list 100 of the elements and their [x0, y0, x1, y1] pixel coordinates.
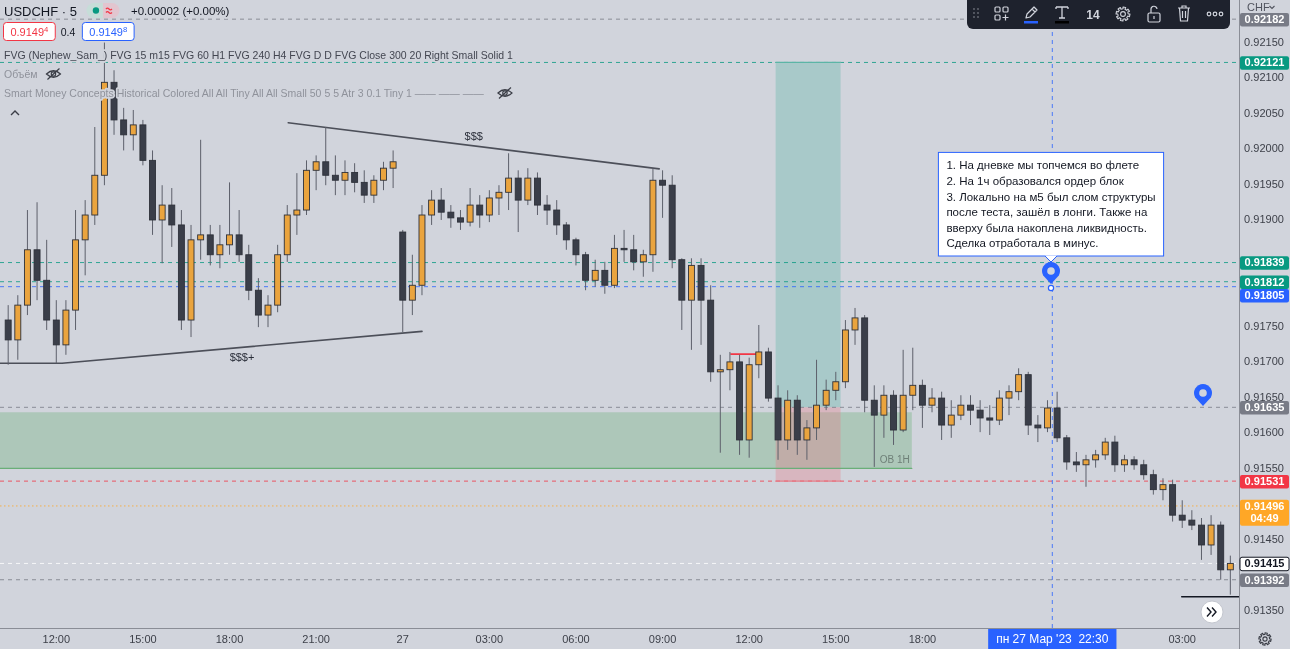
candlestick [995, 389, 1003, 426]
annotation: 0.9149$^{4}$ [10, 24, 50, 38]
x-tick-label: 21:00 [302, 633, 330, 645]
y-tick-label: 0.92000 [1244, 142, 1284, 155]
candlestick [947, 399, 955, 439]
candlestick [620, 229, 628, 263]
candlestick [235, 209, 243, 263]
y-tick-label: 0.91350 [1244, 603, 1284, 616]
font-size-field: 14 [1078, 0, 1108, 29]
x-tick-label: 12:00 [42, 633, 71, 645]
ref-line-label: 0.91839 [1244, 256, 1285, 269]
candlestick [601, 261, 609, 295]
candlestick [226, 181, 233, 256]
candlestick [957, 394, 965, 421]
candlestick [341, 159, 349, 196]
annotation: 14 [1086, 8, 1100, 22]
annotation: 0.4 [60, 25, 76, 38]
y-tick-label: 0.91700 [1244, 355, 1284, 368]
candlestick [1198, 517, 1205, 561]
candlestick [437, 187, 445, 221]
candlestick [206, 224, 214, 266]
candlestick [813, 359, 820, 441]
candlestick [1111, 435, 1119, 473]
candlestick [822, 379, 830, 411]
ref-line-label: 0.91635 [1244, 401, 1285, 414]
candlestick [976, 399, 984, 433]
candlestick [457, 209, 464, 231]
candlestick [870, 384, 878, 468]
ref-line-label: 0.92182 [1244, 12, 1285, 25]
annotation: +0.00002 (+0.00%) [130, 5, 230, 17]
candlestick [1159, 477, 1167, 501]
y-tick-label: 0.91900 [1244, 213, 1284, 226]
candlestick [168, 187, 176, 248]
y-tick-label: 0.91550 [1244, 461, 1284, 474]
candlestick [1140, 459, 1148, 481]
annotation: OB 1H [879, 454, 910, 466]
candlestick [572, 237, 580, 266]
x-tick-label: 27 [396, 633, 409, 645]
candlestick [197, 139, 205, 261]
candlestick [476, 194, 484, 229]
candlestick [120, 107, 128, 151]
candlestick [928, 387, 936, 413]
candlestick [331, 154, 339, 196]
candlestick [264, 294, 272, 328]
candlestick [553, 199, 561, 236]
x-tick-label: 03:00 [475, 633, 504, 645]
candlestick [1226, 555, 1234, 596]
y-tick-label: 0.91450 [1244, 532, 1284, 545]
candlestick [1178, 499, 1186, 529]
candlestick [1082, 454, 1090, 488]
candlestick [918, 379, 926, 429]
candlestick [380, 161, 387, 191]
candlestick [803, 419, 811, 461]
candlestick [351, 162, 359, 193]
candlestick [1072, 451, 1080, 473]
candlestick [514, 169, 522, 233]
candlestick [370, 174, 378, 204]
x-tick-label: 18:00 [908, 633, 937, 645]
x-tick-label: 03:00 [1168, 633, 1196, 645]
y-tick-label: 0.92100 [1244, 71, 1284, 84]
candlestick [1044, 399, 1051, 433]
text: CHF [1247, 1, 1270, 13]
candlestick [322, 126, 330, 186]
y-tick-label: 0.91950 [1244, 177, 1284, 190]
candlestick [158, 184, 166, 264]
annotation: $$$ [464, 129, 483, 142]
candlestick [880, 384, 888, 439]
candlestick [1188, 509, 1196, 531]
candlestick [543, 194, 551, 226]
candlestick [967, 394, 974, 426]
chart-title: USDCHF · 5 [4, 4, 77, 19]
candlestick [466, 187, 474, 227]
candlestick [1149, 469, 1157, 496]
x-tick-label: 12:00 [735, 633, 763, 645]
candlestick [408, 254, 416, 316]
ref-line-label: 0.91531 [1244, 474, 1285, 487]
candlestick [129, 109, 137, 151]
candlestick [428, 189, 436, 226]
candlestick [851, 307, 859, 346]
annotation: 0.9149$^{8}$ [89, 24, 128, 38]
candlestick [216, 224, 224, 269]
candlestick [4, 304, 12, 366]
x-tick-label: 15:00 [129, 633, 157, 645]
candlestick [524, 167, 532, 206]
candlestick [505, 152, 513, 211]
candlestick [360, 169, 368, 204]
x-tick-label: 15:00 [822, 633, 850, 645]
candlestick [639, 249, 647, 278]
candlestick [1034, 414, 1042, 443]
candlestick [389, 149, 397, 189]
price-button: 0.9149$^{8}$ [81, 22, 135, 41]
candlestick [293, 172, 301, 236]
candlestick [591, 259, 599, 288]
candlestick [832, 371, 840, 401]
candlestick [1005, 384, 1013, 416]
candlestick [447, 204, 455, 229]
ref-line-label: 0.91415 [1244, 557, 1285, 570]
candlestick [312, 154, 320, 191]
candlestick [630, 234, 638, 271]
x-tick-label: 06:00 [562, 633, 590, 645]
